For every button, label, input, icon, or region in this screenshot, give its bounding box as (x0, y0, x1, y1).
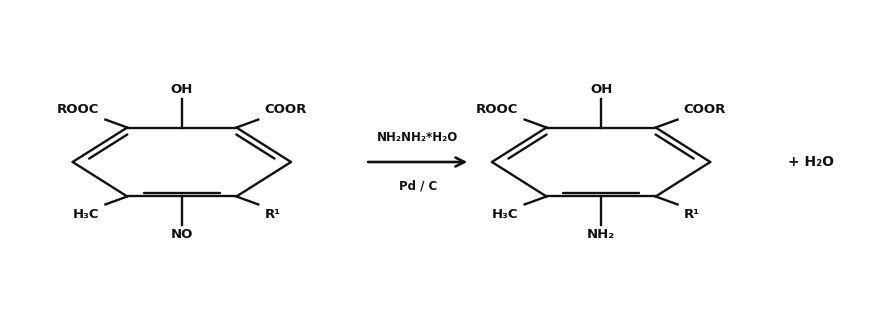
Text: R¹: R¹ (264, 208, 280, 221)
Text: NH₂: NH₂ (587, 228, 615, 241)
Text: H₃C: H₃C (73, 208, 99, 221)
Text: ROOC: ROOC (476, 103, 518, 116)
Text: NH₂NH₂*H₂O: NH₂NH₂*H₂O (377, 132, 457, 145)
Text: OH: OH (170, 83, 193, 96)
Text: COOR: COOR (683, 103, 725, 116)
Text: ROOC: ROOC (57, 103, 99, 116)
Text: Pd / C: Pd / C (398, 179, 436, 192)
Text: R¹: R¹ (683, 208, 699, 221)
Text: + H₂O: + H₂O (787, 155, 832, 169)
Text: COOR: COOR (264, 103, 306, 116)
Text: H₃C: H₃C (492, 208, 518, 221)
Text: OH: OH (589, 83, 612, 96)
Text: NO: NO (170, 228, 193, 241)
